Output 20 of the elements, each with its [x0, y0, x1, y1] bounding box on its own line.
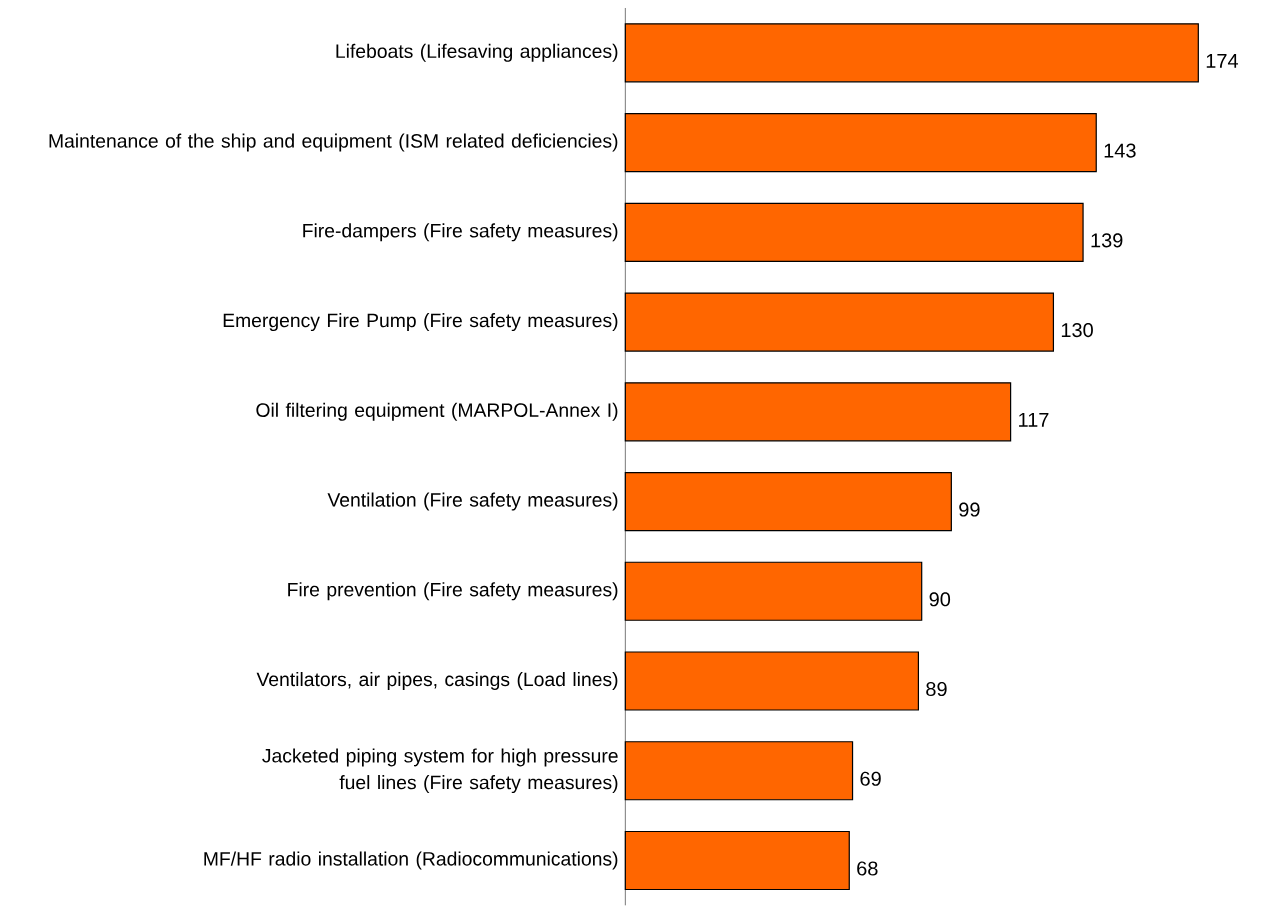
y-tick-label: Lifeboats (Lifesaving appliances) [336, 43, 618, 62]
y-tick-label: Fire-dampers (Fire safety measures) [303, 223, 618, 242]
data-label: 139 [1091, 233, 1123, 248]
data-label: 89 [926, 681, 947, 697]
y-tick-label: Jacketed piping system for high pressure fuel lines (Fire safety measures) [262, 748, 618, 794]
y-tick-label: Maintenance of the ship and equipment (ISM related deficiencies) [49, 133, 618, 152]
y-tick-label: Ventilators, air pipes, casings (Load lines) [256, 672, 618, 691]
data-label: 143 [1104, 143, 1136, 158]
y-tick-label: Oil filtering equipment (MARPOL-Annex I) [256, 402, 618, 421]
data-label: 99 [959, 502, 980, 517]
y-tick-label: Fire prevention (Fire safety measures) [288, 582, 618, 601]
y-tick-label: Emergency Fire Pump (Fire safety measures) [223, 313, 618, 332]
data-label: 130 [1061, 322, 1093, 338]
data-label: 69 [860, 771, 881, 786]
data-label: 117 [1019, 412, 1049, 427]
data-label: 90 [929, 592, 951, 607]
y-tick-label: Ventilation (Fire safety measures) [327, 492, 618, 511]
data-label: 174 [1206, 53, 1239, 68]
data-label: 68 [857, 861, 878, 876]
y-tick-label: MF/HF radio installation (Radiocommunications) [204, 851, 618, 870]
